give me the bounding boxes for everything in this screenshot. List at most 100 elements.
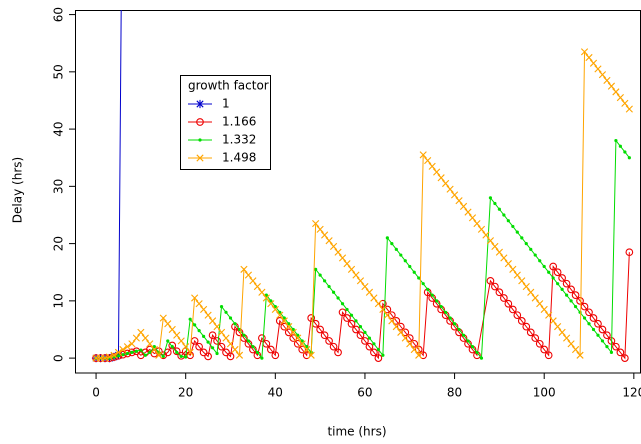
marker [558,328,566,336]
marker [177,337,185,345]
marker [424,156,432,165]
marker [372,342,376,346]
marker [251,345,255,349]
marker [437,174,445,182]
marker [379,305,387,314]
marker [511,224,515,229]
marker [155,351,163,359]
marker [374,354,383,362]
legend-label: 1.332 [222,133,256,147]
marker [419,151,427,159]
marker [123,343,132,351]
y-tick-label: 50 [52,64,66,79]
marker [580,48,589,56]
marker [253,282,261,291]
marker [390,242,394,246]
marker [202,334,206,338]
marker [401,328,410,337]
marker [518,277,526,285]
marker [381,353,385,357]
legend-title: growth factor [188,79,269,93]
x-tick-label: 40 [268,386,283,400]
marker [563,334,571,342]
marker [249,277,257,285]
marker [294,334,302,342]
marker [365,342,374,351]
marker [403,259,407,263]
marker [435,299,439,303]
marker [567,285,575,294]
marker [553,268,562,277]
marker [594,65,602,73]
marker [271,305,279,314]
marker [531,334,540,342]
marker [293,339,302,348]
marker [486,276,495,285]
marker [596,333,600,337]
x-axis-label: time (hrs) [327,425,386,439]
marker [150,345,158,354]
marker [110,351,118,359]
marker [356,331,365,340]
marker [128,348,136,357]
marker [598,71,607,79]
marker [569,299,573,303]
x-tick-label: 20 [178,386,193,400]
marker [576,297,584,305]
marker [267,300,275,308]
marker [146,340,154,348]
series-line [96,50,630,359]
marker [394,247,398,251]
marker [361,282,369,291]
marker [240,265,248,273]
marker [540,305,548,314]
marker [204,311,212,319]
marker [340,302,345,306]
marker [172,347,181,356]
marker [255,350,259,354]
marker [198,138,202,142]
marker [442,179,450,188]
marker [114,348,123,356]
marker [410,339,419,348]
marker [600,339,605,343]
marker [300,339,304,343]
marker [433,168,441,176]
marker [616,94,624,102]
marker [217,328,226,336]
marker [388,317,396,325]
marker [562,279,571,288]
marker [621,354,629,362]
marker [284,328,293,337]
marker [482,231,490,239]
y-axis-label: Delay (hrs) [11,157,25,223]
marker [208,317,217,325]
marker [329,242,338,251]
marker [314,267,318,271]
marker [524,242,528,246]
marker [531,294,539,302]
marker [143,353,147,357]
marker [325,237,333,245]
marker [325,337,333,345]
marker [594,319,602,328]
marker [571,345,580,354]
marker [307,351,315,359]
marker [417,276,421,280]
marker [105,353,114,361]
marker [374,300,382,308]
marker [529,247,533,251]
marker [587,322,591,326]
marker [200,305,208,314]
legend-label: 1.166 [222,115,256,129]
marker [197,329,201,333]
marker [338,254,347,262]
marker [204,352,212,361]
marker [193,323,197,327]
marker [132,347,141,356]
marker [379,299,387,308]
marker [262,294,270,302]
y-tick-label: 60 [52,7,66,22]
marker [573,304,578,309]
marker [444,310,448,314]
